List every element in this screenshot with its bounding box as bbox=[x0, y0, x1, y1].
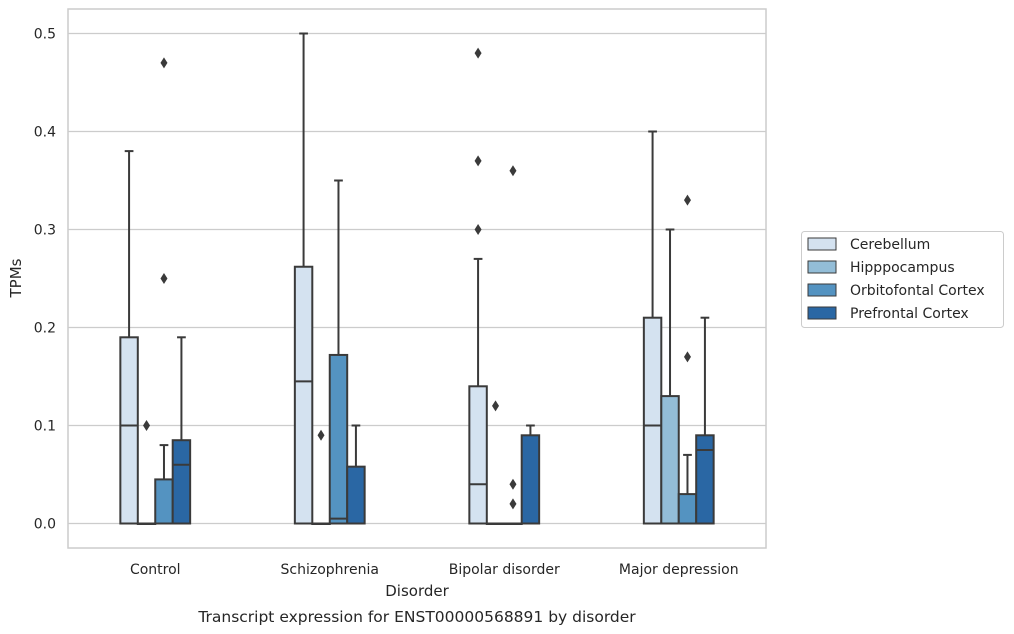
box-0-2 bbox=[468, 47, 488, 525]
x-tick-label-1: Schizophrenia bbox=[281, 562, 379, 578]
outlier-point bbox=[492, 400, 500, 412]
box-2-1 bbox=[328, 179, 349, 525]
outlier-point bbox=[160, 273, 168, 284]
y-tick-label-4: 0.4 bbox=[34, 125, 56, 141]
chart-caption: Transcript expression for ENST0000056889… bbox=[197, 608, 636, 626]
box-0-0 bbox=[119, 150, 139, 525]
x-axis-ticks: Control Schizophrenia Bipolar disorder Majo… bbox=[130, 562, 739, 578]
outlier-point bbox=[509, 498, 517, 510]
legend-swatch-1 bbox=[807, 260, 837, 274]
y-tick-label-1: 0.1 bbox=[34, 419, 56, 435]
y-axis-ticks: 0.0 0.1 0.2 0.3 0.4 0.5 bbox=[34, 27, 56, 533]
box-body bbox=[154, 478, 174, 525]
legend-label-1: Hipppocampus bbox=[850, 260, 955, 276]
box-3-0 bbox=[171, 336, 192, 525]
y-tick-label-0: 0.0 bbox=[34, 517, 56, 533]
outlier-point bbox=[683, 194, 691, 206]
box-body bbox=[346, 465, 366, 525]
x-tick-label-2: Bipolar disorder bbox=[449, 562, 560, 578]
legend-label-0: Cerebellum bbox=[850, 237, 930, 253]
box-body bbox=[293, 265, 314, 525]
legend-frame bbox=[801, 231, 1004, 328]
box-3-3 bbox=[695, 316, 715, 525]
box-2-0 bbox=[154, 57, 174, 525]
box-1-3 bbox=[660, 228, 680, 525]
legend-swatch-0 bbox=[807, 237, 837, 251]
outlier-point bbox=[143, 420, 151, 431]
x-tick-label-3: Major depression bbox=[619, 562, 739, 578]
box-0-1 bbox=[293, 32, 314, 525]
plot-frame bbox=[67, 8, 767, 549]
outlier-point bbox=[509, 165, 517, 177]
outlier-point bbox=[160, 57, 168, 69]
box-body bbox=[677, 493, 698, 525]
box-1-2 bbox=[485, 400, 506, 525]
box-body bbox=[695, 434, 715, 525]
y-axis-label: TPMs bbox=[7, 258, 25, 298]
box-0-3 bbox=[642, 130, 663, 525]
x-axis-label: Disorder bbox=[385, 582, 449, 600]
y-tick-label-5: 0.5 bbox=[34, 27, 56, 43]
outlier-point bbox=[474, 224, 482, 235]
box-3-2 bbox=[520, 424, 541, 525]
outlier-point bbox=[317, 429, 325, 441]
outlier-point bbox=[474, 155, 482, 167]
box-body bbox=[328, 353, 349, 525]
box-body bbox=[520, 434, 541, 525]
legend-swatch-3 bbox=[807, 306, 837, 320]
legend: Cerebellum Hipppocampus Orbitofontal Corte… bbox=[801, 231, 1004, 328]
legend-label-2: Orbitofontal Cortex bbox=[850, 283, 985, 299]
box-body bbox=[642, 316, 663, 525]
y-tick-label-3: 0.3 bbox=[34, 223, 56, 239]
box-body bbox=[119, 336, 139, 525]
x-tick-label-0: Control bbox=[130, 562, 181, 578]
legend-swatch-2 bbox=[807, 283, 837, 297]
box-series bbox=[119, 32, 715, 525]
outlier-point bbox=[474, 47, 482, 59]
box-1-1 bbox=[311, 429, 331, 525]
box-body bbox=[660, 395, 680, 525]
box-2-3 bbox=[677, 194, 698, 525]
box-1-0 bbox=[136, 420, 157, 525]
y-tick-label-2: 0.2 bbox=[34, 321, 56, 337]
outlier-point bbox=[509, 478, 517, 490]
legend-label-3: Prefrontal Cortex bbox=[850, 306, 969, 322]
box-2-2 bbox=[503, 165, 523, 525]
outlier-point bbox=[683, 351, 691, 363]
box-body bbox=[171, 439, 192, 525]
box-body bbox=[468, 385, 488, 525]
box-3-1 bbox=[346, 424, 366, 525]
